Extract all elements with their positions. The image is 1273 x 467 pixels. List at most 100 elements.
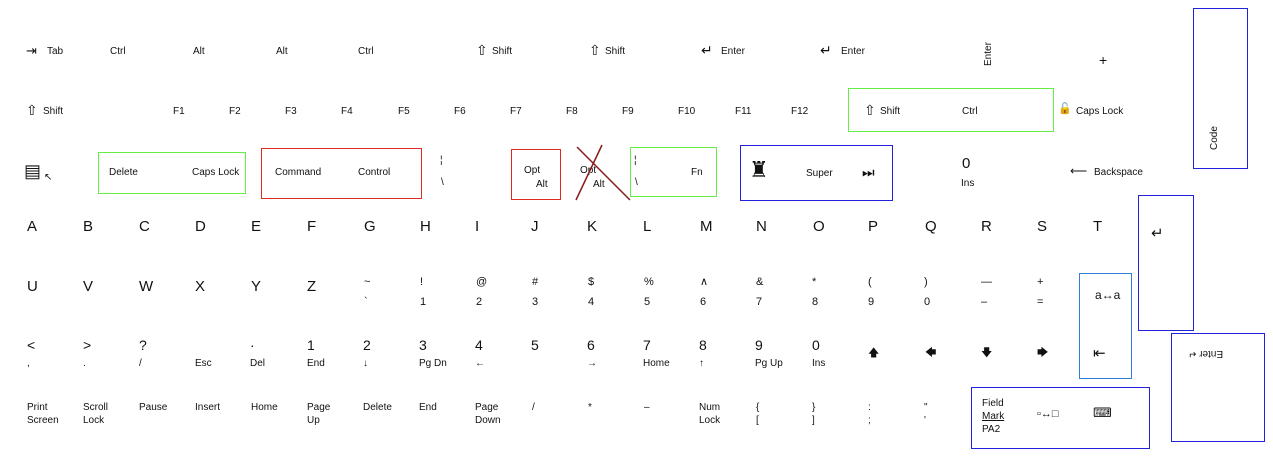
enter-key[interactable]: Enter [841,46,865,57]
letter-key[interactable]: K [587,218,598,235]
function-key-label[interactable]: ' [924,415,926,426]
broken-bar-key[interactable]: ¦ [440,155,443,166]
symbol-key[interactable]: 2 [476,296,483,308]
broken-bar-label[interactable]: ¦ [634,155,637,166]
numpad-bottom-label[interactable]: Del [250,358,266,369]
mark-label[interactable]: Mark [982,411,1005,422]
letter-key[interactable]: V [83,278,94,295]
numpad-top-label[interactable]: < [27,337,36,353]
numpad-bottom-label[interactable]: Pg Up [755,358,783,369]
function-key[interactable]: F2 [229,106,241,117]
function-key-label[interactable]: Up [307,415,320,426]
alt-key[interactable]: Alt [193,46,205,57]
symbol-key[interactable]: 6 [700,296,707,308]
caps-lock-key[interactable]: Caps Lock [192,167,240,178]
function-key-label[interactable]: – [644,402,650,413]
function-key-label[interactable]: Screen [27,415,59,426]
function-key-label[interactable]: { [756,402,760,413]
numpad-bottom-label[interactable]: . [83,358,86,369]
symbol-shift-label[interactable]: # [532,276,539,288]
arrow-key[interactable]: 🡇 [981,347,993,359]
letter-key[interactable]: Y [251,278,262,295]
numpad-top-label[interactable]: 5 [531,337,539,353]
letter-key[interactable]: W [139,278,154,295]
function-key-label[interactable]: Page [475,402,499,413]
case-toggle-key[interactable]: a↔a [1095,288,1121,302]
shift-key[interactable]: Shift [605,46,626,57]
letter-key[interactable]: A [27,218,38,235]
numpad-bottom-label[interactable]: → [587,358,597,369]
symbol-shift-label[interactable]: % [644,276,654,288]
letter-key[interactable]: B [83,218,94,235]
numpad-top-label[interactable]: 8 [699,337,707,353]
letter-key[interactable]: O [813,218,825,235]
plus-key[interactable]: + [1099,52,1108,68]
symbol-shift-label[interactable]: + [1037,276,1044,288]
function-key[interactable]: F8 [566,106,578,117]
function-key[interactable]: F12 [791,106,809,117]
numpad-top-label[interactable]: > [83,337,92,353]
media-next-key[interactable]: ⏭ [862,164,875,180]
letter-key[interactable]: H [420,218,431,235]
function-key[interactable]: F11 [735,106,752,117]
function-key-label[interactable]: Lock [83,415,105,426]
ctrl-key[interactable]: Ctrl [962,106,978,117]
code-label[interactable]: Code [1209,126,1220,150]
symbol-shift-label[interactable]: & [756,276,764,288]
enter-key[interactable]: Enter [721,46,745,57]
function-key[interactable]: F7 [510,106,522,117]
letter-key[interactable]: F [307,218,317,235]
function-key[interactable]: F6 [454,106,466,117]
symbol-shift-label[interactable]: @ [476,276,488,288]
tab-key[interactable]: Tab [47,46,64,57]
numpad-top-label[interactable]: 4 [475,337,483,353]
function-key[interactable]: F10 [678,106,696,117]
crossed-opt-label[interactable]: Opt [580,165,597,176]
numpad-bottom-label[interactable]: Esc [195,358,212,369]
symbol-shift-label[interactable]: $ [588,276,595,288]
function-key-label[interactable]: Print [27,402,48,413]
enter-rotated-label[interactable]: Enter ↵ [1188,348,1224,359]
symbol-shift-label[interactable]: — [981,276,992,288]
swap-key[interactable]: ▫↔□ [1037,408,1059,420]
letter-key[interactable]: M [700,218,713,235]
opt-label[interactable]: Opt [524,165,541,176]
function-key-label[interactable]: Pause [139,402,168,413]
symbol-key[interactable]: 9 [868,296,875,308]
symbol-shift-label[interactable]: * [812,276,817,288]
letter-key[interactable]: N [756,218,767,235]
numpad-bottom-label[interactable]: End [307,358,325,369]
numpad-bottom-label[interactable]: Home [643,358,670,369]
delete-key[interactable]: Delete [109,167,138,178]
numpad-bottom-label[interactable]: ↓ [363,358,368,369]
shift-key[interactable]: Shift [43,106,64,117]
backspace-key[interactable]: Backspace [1094,167,1143,178]
numpad-top-label[interactable]: 9 [755,337,763,353]
ctrl-key[interactable]: Ctrl [358,46,374,57]
function-key[interactable]: F3 [285,106,297,117]
arrow-key[interactable]: 🡅 [868,347,880,359]
backslash-key[interactable]: \ [441,177,444,188]
fn-label[interactable]: Fn [691,167,703,178]
letter-key[interactable]: U [27,278,38,295]
function-key[interactable]: F9 [622,106,634,117]
super-key[interactable]: Super [806,168,833,179]
pa2-label[interactable]: PA2 [982,424,1001,435]
numpad-top-label[interactable]: ? [139,337,147,353]
function-key-label[interactable]: ; [868,415,871,426]
numpad-top-label[interactable]: 0 [812,337,820,353]
letter-key[interactable]: P [868,218,879,235]
function-key-label[interactable]: * [588,402,592,413]
numpad-top-label[interactable]: 7 [643,337,651,353]
letter-key[interactable]: D [195,218,206,235]
letter-key[interactable]: L [643,218,652,235]
symbol-shift-label[interactable]: ( [868,276,872,288]
backslash-label[interactable]: \ [635,177,638,188]
symbol-key[interactable]: 0 [924,296,931,308]
shift-key[interactable]: Shift [880,106,901,117]
letter-key[interactable]: Q [925,218,937,235]
symbol-key[interactable]: 8 [812,296,819,308]
arrow-key[interactable]: 🡄 [925,347,937,359]
field-label[interactable]: Field [982,398,1004,409]
symbol-key[interactable]: 4 [588,296,595,308]
